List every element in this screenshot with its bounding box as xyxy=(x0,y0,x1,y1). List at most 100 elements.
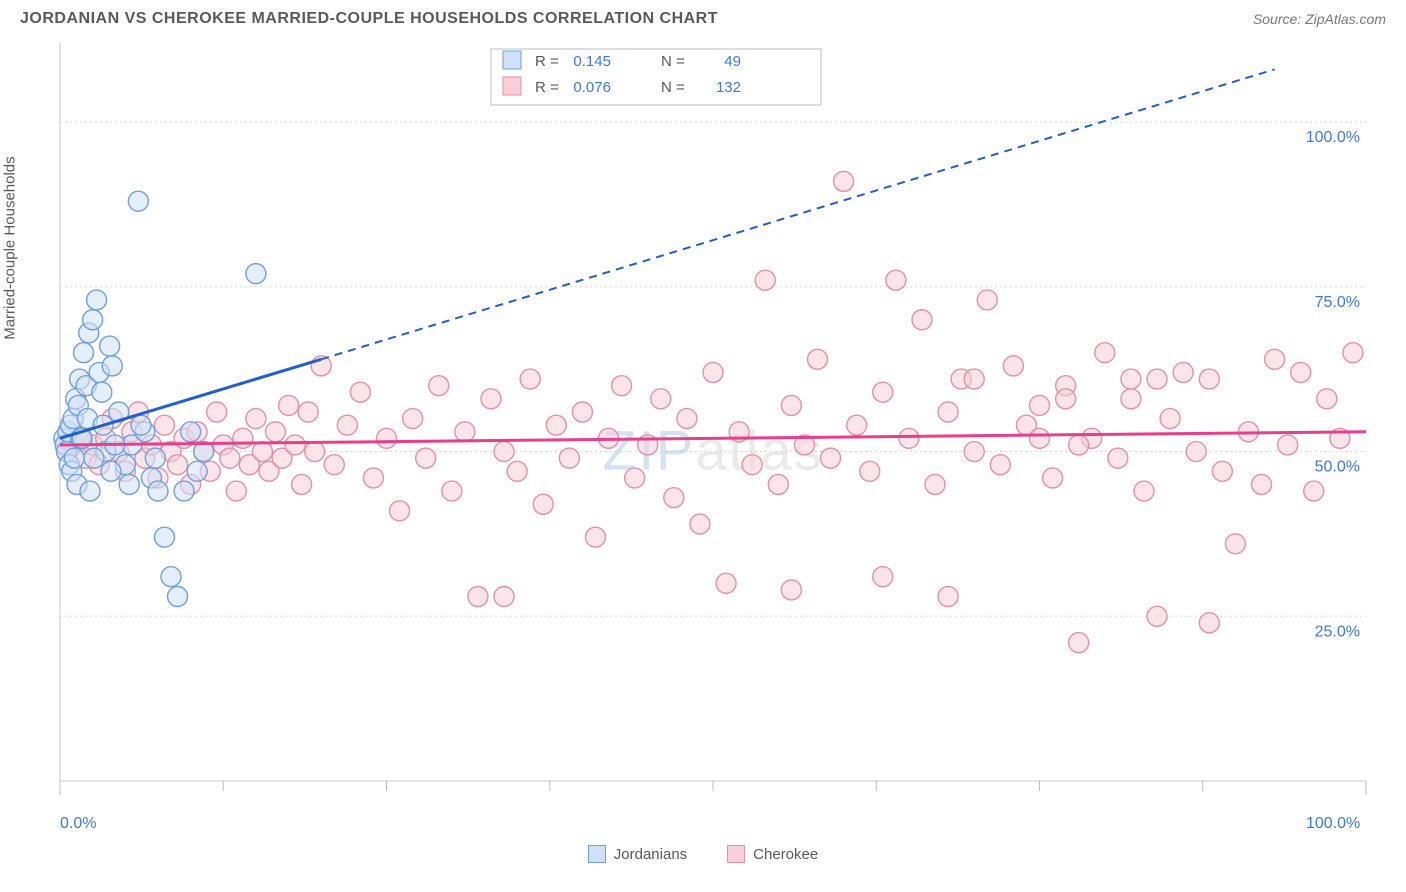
jordanians-point xyxy=(87,290,107,310)
cherokee-point xyxy=(651,389,671,409)
jordanians-point xyxy=(80,481,100,501)
r-label: R = xyxy=(535,79,559,96)
cherokee-point xyxy=(298,402,318,422)
jordanians-point xyxy=(131,415,151,435)
jordanians-regression-extrapolation xyxy=(321,69,1274,359)
legend-swatch xyxy=(588,845,606,863)
chart-header: JORDANIAN VS CHEROKEE MARRIED-COUPLE HOU… xyxy=(0,0,1406,33)
cherokee-point xyxy=(494,587,514,607)
legend-label: Cherokee xyxy=(753,846,818,863)
cherokee-point xyxy=(873,382,893,402)
chart-container: Married-couple Households 25.0%50.0%75.0… xyxy=(20,33,1386,813)
cherokee-point xyxy=(507,461,527,481)
jordanians-point xyxy=(128,191,148,211)
cherokee-point xyxy=(1278,435,1298,455)
cherokee-point xyxy=(572,402,592,422)
cherokee-point xyxy=(154,415,174,435)
cherokee-point xyxy=(1121,389,1141,409)
scatter-chart: 25.0%50.0%75.0%100.0%ZIPatlasR =0.145N =… xyxy=(20,33,1386,813)
cherokee-point xyxy=(363,468,383,488)
cherokee-point xyxy=(781,395,801,415)
cherokee-point xyxy=(285,435,305,455)
cherokee-point xyxy=(559,448,579,468)
cherokee-point xyxy=(1069,633,1089,653)
jordanians-point xyxy=(100,336,120,356)
cherokee-point xyxy=(246,409,266,429)
chart-title: JORDANIAN VS CHEROKEE MARRIED-COUPLE HOU… xyxy=(20,10,718,28)
cherokee-point xyxy=(1343,343,1363,363)
jordanians-point xyxy=(187,461,207,481)
cherokee-point xyxy=(207,402,227,422)
cherokee-point xyxy=(886,270,906,290)
cherokee-point xyxy=(520,369,540,389)
cherokee-point xyxy=(1030,395,1050,415)
cherokee-point xyxy=(964,369,984,389)
cherokee-point xyxy=(265,422,285,442)
cherokee-point xyxy=(781,580,801,600)
cherokee-point xyxy=(279,395,299,415)
cherokee-point xyxy=(1291,362,1311,382)
jordanians-point xyxy=(168,587,188,607)
jordanians-point xyxy=(119,474,139,494)
cherokee-n-value: 132 xyxy=(716,79,741,96)
cherokee-point xyxy=(742,455,762,475)
cherokee-point xyxy=(481,389,501,409)
cherokee-point xyxy=(1252,474,1272,494)
r-label: R = xyxy=(535,53,559,70)
n-label: N = xyxy=(661,79,685,96)
cherokee-point xyxy=(703,362,723,382)
cherokee-point xyxy=(1173,362,1193,382)
cherokee-point xyxy=(1304,481,1324,501)
cherokee-point xyxy=(1069,435,1089,455)
cherokee-point xyxy=(821,448,841,468)
jordanians-point xyxy=(154,527,174,547)
cherokee-point xyxy=(1043,468,1063,488)
cherokee-point xyxy=(1030,428,1050,448)
cherokee-point xyxy=(585,527,605,547)
cherokee-point xyxy=(755,270,775,290)
jordanians-point xyxy=(92,382,112,402)
cherokee-point xyxy=(1134,481,1154,501)
cherokee-point xyxy=(938,402,958,422)
cherokee-point xyxy=(873,567,893,587)
cherokee-point xyxy=(533,494,553,514)
jordanians-point xyxy=(161,567,181,587)
jordanians-point xyxy=(145,448,165,468)
cherokee-point xyxy=(377,428,397,448)
series-legend: Jordanians Cherokee xyxy=(0,837,1406,863)
jordanians-legend-swatch xyxy=(503,51,521,69)
cherokee-point xyxy=(807,349,827,369)
cherokee-point xyxy=(252,442,272,462)
cherokee-point xyxy=(690,514,710,534)
cherokee-point xyxy=(546,415,566,435)
cherokee-point xyxy=(847,415,867,435)
x-axis-min-label: 0.0% xyxy=(60,815,96,833)
jordanians-r-value: 0.145 xyxy=(573,53,611,70)
jordanians-point xyxy=(246,264,266,284)
cherokee-point xyxy=(468,587,488,607)
cherokee-point xyxy=(612,376,632,396)
cherokee-point xyxy=(390,501,410,521)
cherokee-point xyxy=(1160,409,1180,429)
jordanians-point xyxy=(83,310,103,330)
jordanians-n-value: 49 xyxy=(724,53,741,70)
cherokee-point xyxy=(494,442,514,462)
cherokee-point xyxy=(416,448,436,468)
cherokee-point xyxy=(977,290,997,310)
cherokee-point xyxy=(1121,369,1141,389)
jordanians-point xyxy=(84,448,104,468)
legend-label: Jordanians xyxy=(614,846,687,863)
cherokee-legend-swatch xyxy=(503,77,521,95)
cherokee-point xyxy=(1147,369,1167,389)
svg-text:25.0%: 25.0% xyxy=(1315,623,1360,640)
jordanians-point xyxy=(74,343,94,363)
cherokee-point xyxy=(625,468,645,488)
cherokee-point xyxy=(990,455,1010,475)
jordanians-point xyxy=(102,356,122,376)
cherokee-point xyxy=(716,573,736,593)
n-label: N = xyxy=(661,53,685,70)
cherokee-point xyxy=(1199,613,1219,633)
jordanians-point xyxy=(181,422,201,442)
cherokee-point xyxy=(1056,389,1076,409)
cherokee-point xyxy=(1108,448,1128,468)
